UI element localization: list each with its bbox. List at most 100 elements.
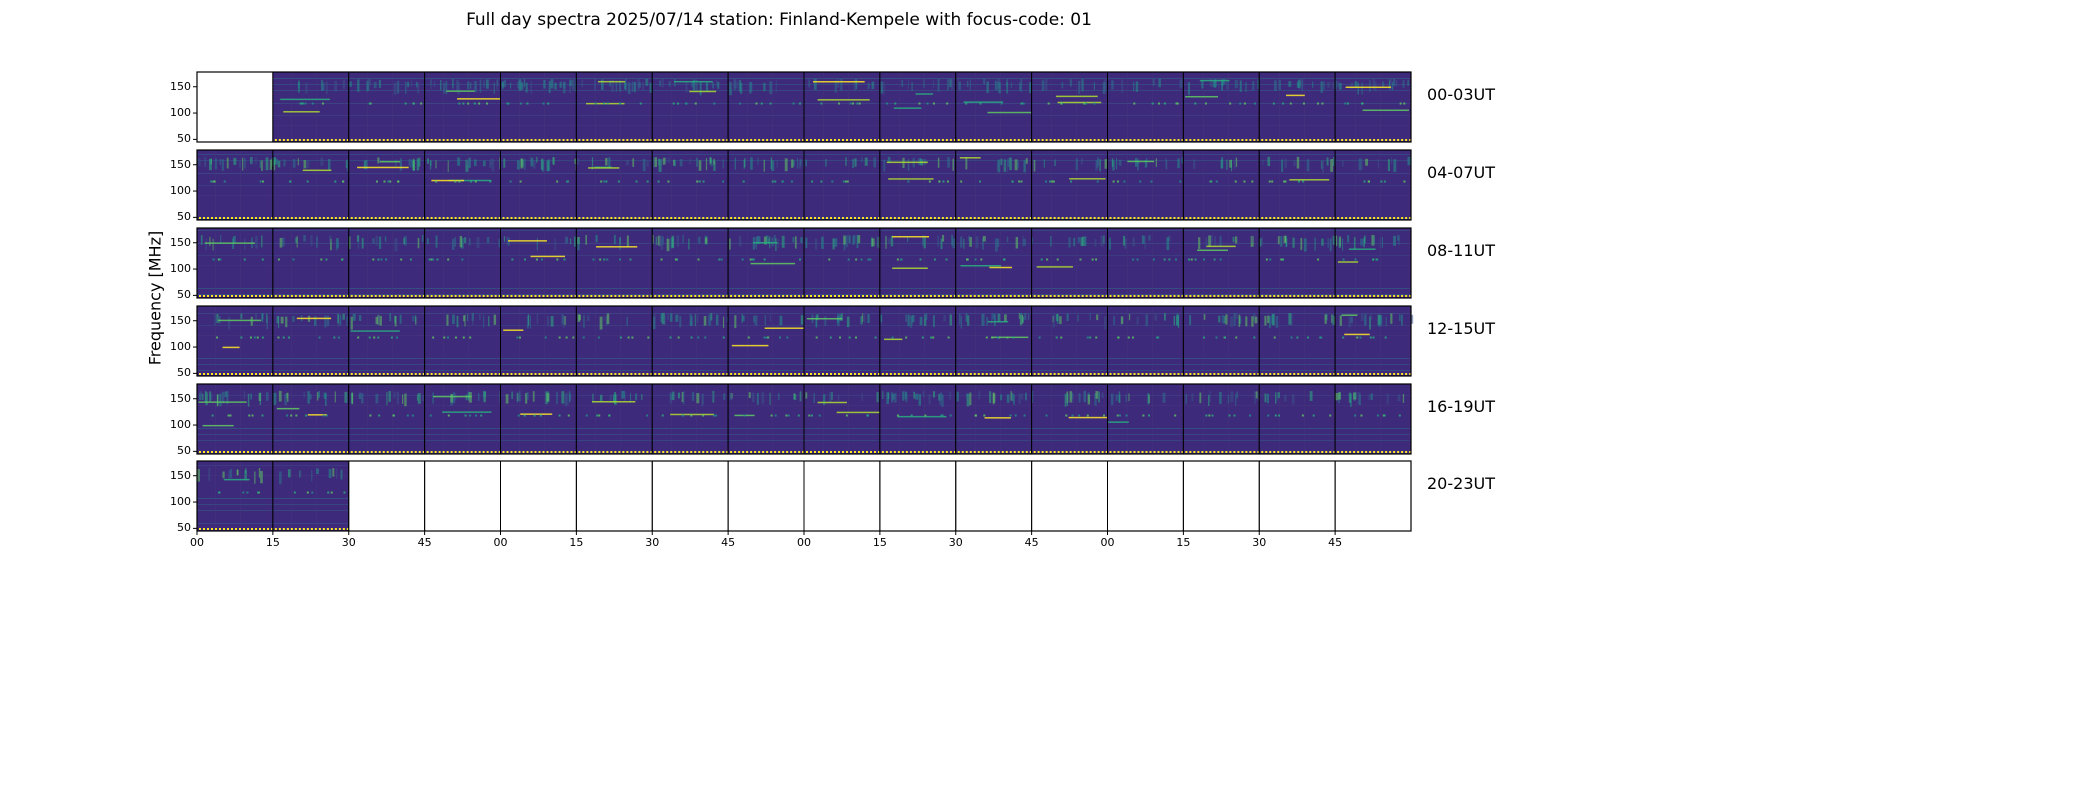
y-tick-label: 100 [170,262,191,276]
x-tick-label: 30 [645,536,660,549]
spectrum-panel [1334,227,1412,299]
spectrum-panel [1258,305,1336,377]
x-tick-label: 15 [569,536,584,549]
spectrum-panel [500,149,579,221]
spectrum-panel [1334,383,1412,455]
spectrum-panel [272,149,350,221]
spectrum-panel [348,305,426,377]
y-tick-label: 100 [170,418,191,432]
y-tick-label: 50 [177,521,191,535]
spectrum-panel [955,460,1033,532]
spectrum-panel [651,460,729,532]
x-tick-label: 30 [341,536,356,549]
x-tick-label: 45 [1024,536,1039,549]
spectrum-panel [1258,227,1338,299]
y-tick-label: 50 [177,210,191,224]
y-tick-label: 50 [177,132,191,146]
y-tick-label: 50 [177,288,191,302]
spectrum-panel [651,71,729,143]
spectrum-panel [1182,305,1260,377]
spectrum-panel [1258,460,1336,532]
x-tick-label: 30 [948,536,963,549]
spectrum-panel [1182,149,1260,221]
spectrum-panel [1031,149,1108,221]
x-tick-label: 45 [721,536,736,549]
spectrum-panel [348,149,426,221]
x-tick-label: 45 [417,536,432,549]
spectrum-panel [575,383,653,455]
spectrum-panel [955,305,1033,377]
spectrum-panel [651,149,729,221]
y-tick-label: 100 [170,106,191,120]
spectrum-panel [196,227,274,299]
y-tick-label: 100 [170,184,191,198]
spectrum-panel [196,149,275,221]
spectrum-panel [727,460,805,532]
spectrum-panel [272,305,350,377]
y-tick-label: 150 [170,157,191,171]
spectrum-panel [955,71,1036,143]
spectrum-panel [1182,227,1260,299]
spectrum-panel [727,149,805,221]
spectrum-panel [879,305,957,377]
row-time-label: 00-03UT [1427,85,1495,104]
spectrum-panel [879,383,957,455]
spectrum-panel [727,305,811,377]
spectrum-panel [1182,460,1260,532]
x-tick-label: 00 [493,536,508,549]
spectrum-panel [1258,71,1336,143]
spectrum-panel [803,460,881,532]
row-time-label: 20-23UT [1427,474,1495,493]
spectrum-panel [500,227,577,299]
spectrum-panel [424,305,501,377]
spectrum-panel [1334,149,1412,221]
spectrum-panel [803,149,881,221]
spectrum-panel [651,227,729,299]
x-tick-label: 30 [1252,536,1267,549]
y-tick-label: 50 [177,444,191,458]
spectrum-panel [879,460,957,532]
chart-title: Full day spectra 2025/07/14 station: Fin… [466,10,1092,30]
x-tick-label: 00 [797,536,811,549]
spectrum-panel [955,149,1034,221]
spectrum-panel [1031,71,1108,143]
spectrum-panel [348,71,426,143]
spectrum-panel [803,383,885,455]
spectrum-panel [575,227,653,299]
y-tick-label: 150 [170,468,191,482]
spectrum-panel [1031,227,1108,299]
spectrum-panel [1107,383,1184,455]
spectrum-panel [348,460,426,532]
spectrum-panel [1258,149,1336,221]
spectrum-panel [803,71,881,143]
spectrum-panel [1107,460,1184,532]
spectrum-panel [272,71,350,143]
x-tick-label: 15 [265,536,280,549]
spectrum-panel [727,383,805,455]
y-tick-label: 150 [170,391,191,405]
spectrum-panel [272,227,350,299]
spectrum-panel [1334,71,1412,143]
row-time-label: 16-19UT [1427,397,1495,416]
spectrum-panel [1182,383,1260,455]
spectrum-panel [424,149,502,221]
row-time-label: 04-07UT [1427,163,1495,182]
y-tick-label: 100 [170,495,191,509]
spectrum-panel [879,71,957,143]
spectrum-panel [575,305,653,377]
x-tick-label: 15 [1176,536,1191,549]
y-tick-label: 50 [177,366,191,380]
spectrum-panel [879,227,957,299]
spectrum-panel [575,149,653,221]
spectrum-panel [1334,305,1414,377]
spectrum-panel [1334,460,1412,532]
spectrum-panel [424,227,501,299]
spectrum-panel [879,149,957,221]
spectrum-panel [575,460,653,532]
spectrum-panel [1031,383,1120,455]
spectrum-panel [727,227,807,299]
spectrum-panel [1031,305,1108,377]
spectrum-panel [500,460,577,532]
spectrum-panel [348,227,426,299]
